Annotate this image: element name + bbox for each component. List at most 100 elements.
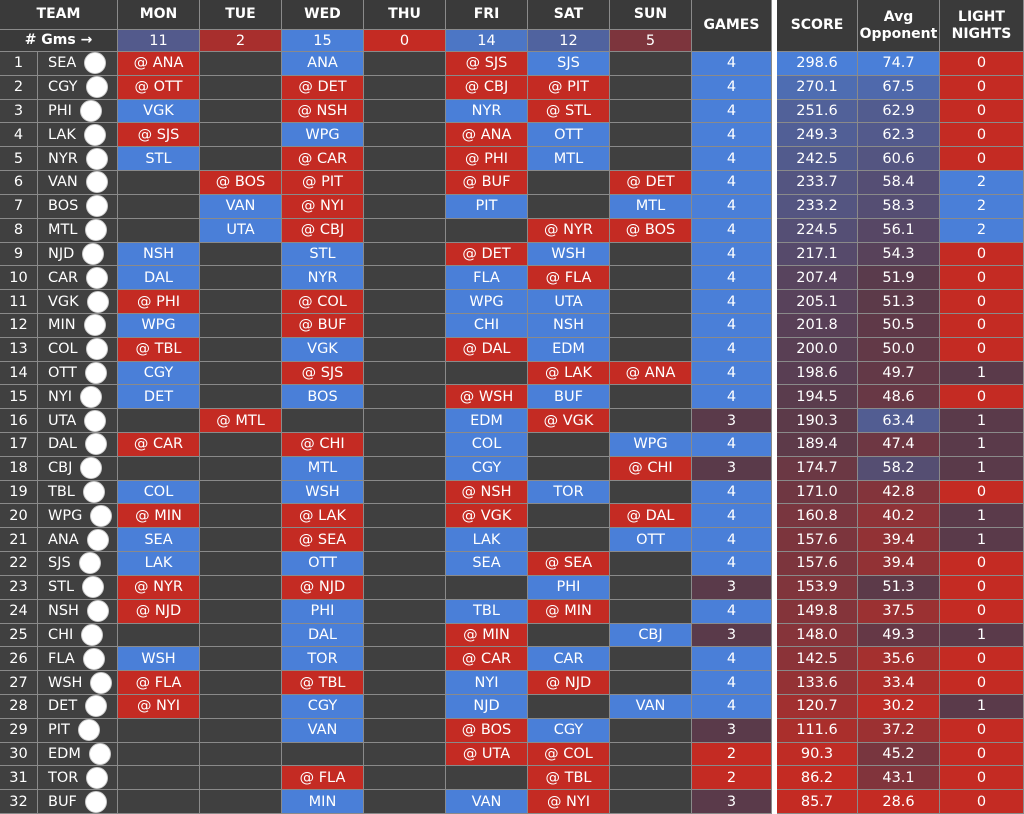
cell-text: 49.7 xyxy=(882,364,915,381)
cell-text: 4 xyxy=(726,674,737,691)
games-per-day: 12 xyxy=(528,30,610,52)
game-cell: @ DET xyxy=(446,242,528,267)
game-cell xyxy=(364,337,446,362)
cell-text: @ PIT xyxy=(302,174,343,191)
game-cell: COL xyxy=(118,480,200,505)
game-cell: @ NJD xyxy=(282,575,364,600)
avg-opponent: 62.3 xyxy=(858,123,940,148)
cell-text: WSH xyxy=(305,484,340,501)
cell-text: VAN xyxy=(225,198,256,215)
cell-text: DAL xyxy=(308,626,337,643)
cell-text: PHI xyxy=(556,579,581,596)
team-logo xyxy=(77,719,100,742)
game-cell: @ NJD xyxy=(118,599,200,624)
game-cell xyxy=(528,504,610,529)
score: 189.4 xyxy=(777,433,858,457)
cell-text: @ BOS xyxy=(215,174,266,191)
cell-text: 0 xyxy=(976,341,987,358)
light-nights: 0 xyxy=(940,313,1024,338)
cell-text: 2 xyxy=(726,745,737,762)
cell-text: CBJ xyxy=(638,626,663,643)
cell-text: 86.2 xyxy=(800,769,834,786)
team-logo xyxy=(85,147,108,170)
cell-text: STL xyxy=(145,150,172,167)
rank: 17 xyxy=(0,433,38,457)
avg-opponent: 39.4 xyxy=(858,528,940,553)
cell-text: NSH xyxy=(48,603,79,620)
game-cell xyxy=(200,504,282,529)
avg-opponent: 58.3 xyxy=(858,194,940,219)
team: BOS xyxy=(38,194,118,219)
rank: 24 xyxy=(0,599,38,624)
game-cell: @ ANA xyxy=(610,361,692,386)
game-cell xyxy=(364,409,446,433)
cell-text: @ STL xyxy=(545,103,592,120)
score: 200.0 xyxy=(777,337,858,362)
cell-text: 157.6 xyxy=(796,531,838,548)
light-nights: 0 xyxy=(940,742,1024,767)
rank: 7 xyxy=(0,194,38,219)
games: 4 xyxy=(692,671,772,695)
team: MIN xyxy=(38,313,118,338)
score: 160.8 xyxy=(777,504,858,529)
cell-text: FRI xyxy=(473,6,500,22)
game-cell: PHI xyxy=(282,599,364,624)
cell-text: CGY xyxy=(48,79,78,96)
games-per-day: 5 xyxy=(610,30,692,52)
cell-text: 4 xyxy=(726,79,737,96)
game-cell: @ SJS xyxy=(118,123,200,148)
team-logo xyxy=(86,266,109,289)
cell-text: 27 xyxy=(9,674,28,691)
team: SJS xyxy=(38,552,118,576)
light-nights: 0 xyxy=(940,671,1024,695)
cell-text: WPG xyxy=(305,126,340,143)
game-cell: UTA xyxy=(200,218,282,243)
games: 4 xyxy=(692,266,772,291)
games-per-day: 11 xyxy=(118,30,200,52)
light-nights: 2 xyxy=(940,171,1024,195)
cell-text: 45.2 xyxy=(882,745,915,762)
game-cell xyxy=(364,790,446,814)
cell-text: CHI xyxy=(48,626,74,643)
cell-text: OTT xyxy=(554,126,583,143)
cell-text: 3 xyxy=(726,626,737,643)
game-cell: STL xyxy=(282,242,364,267)
game-cell: OTT xyxy=(528,123,610,148)
score: 233.7 xyxy=(777,171,858,195)
game-cell xyxy=(200,647,282,672)
cell-text: @ FLA xyxy=(135,674,182,691)
score: 157.6 xyxy=(777,528,858,553)
game-cell: @ PIT xyxy=(528,75,610,100)
cell-text: TBL xyxy=(473,603,500,620)
game-cell xyxy=(610,147,692,172)
game-cell: @ SJS xyxy=(282,361,364,386)
cell-text: NYI xyxy=(48,388,72,405)
rank: 15 xyxy=(0,385,38,410)
cell-text: 15 xyxy=(9,388,28,405)
cell-text: @ VGK xyxy=(543,412,594,429)
game-cell xyxy=(364,147,446,172)
header-cell: TEAM xyxy=(0,0,118,30)
cell-text: 33.4 xyxy=(882,674,915,691)
cell-text: 0 xyxy=(976,55,987,72)
cell-text: @ BOS xyxy=(625,222,676,239)
cell-text: THU xyxy=(388,6,421,22)
team-logo xyxy=(90,671,113,694)
game-cell xyxy=(200,599,282,624)
cell-text: 4 xyxy=(726,507,737,524)
games: 4 xyxy=(692,313,772,338)
game-cell xyxy=(200,123,282,148)
game-cell: @ STL xyxy=(528,99,610,124)
header-cell: Avg Opponent xyxy=(858,0,940,52)
game-cell: @ NSH xyxy=(282,99,364,124)
cell-text: 0 xyxy=(976,650,987,667)
team-logo xyxy=(86,766,109,789)
cell-text: @ DET xyxy=(298,79,347,96)
cell-text: EDM xyxy=(552,341,585,358)
team-logo xyxy=(85,695,108,718)
cell-text: VAN xyxy=(48,174,78,191)
cell-text: @ NSH xyxy=(461,484,512,501)
games: 4 xyxy=(692,52,772,76)
cell-text: WED xyxy=(304,6,341,22)
game-cell: BUF xyxy=(528,385,610,410)
